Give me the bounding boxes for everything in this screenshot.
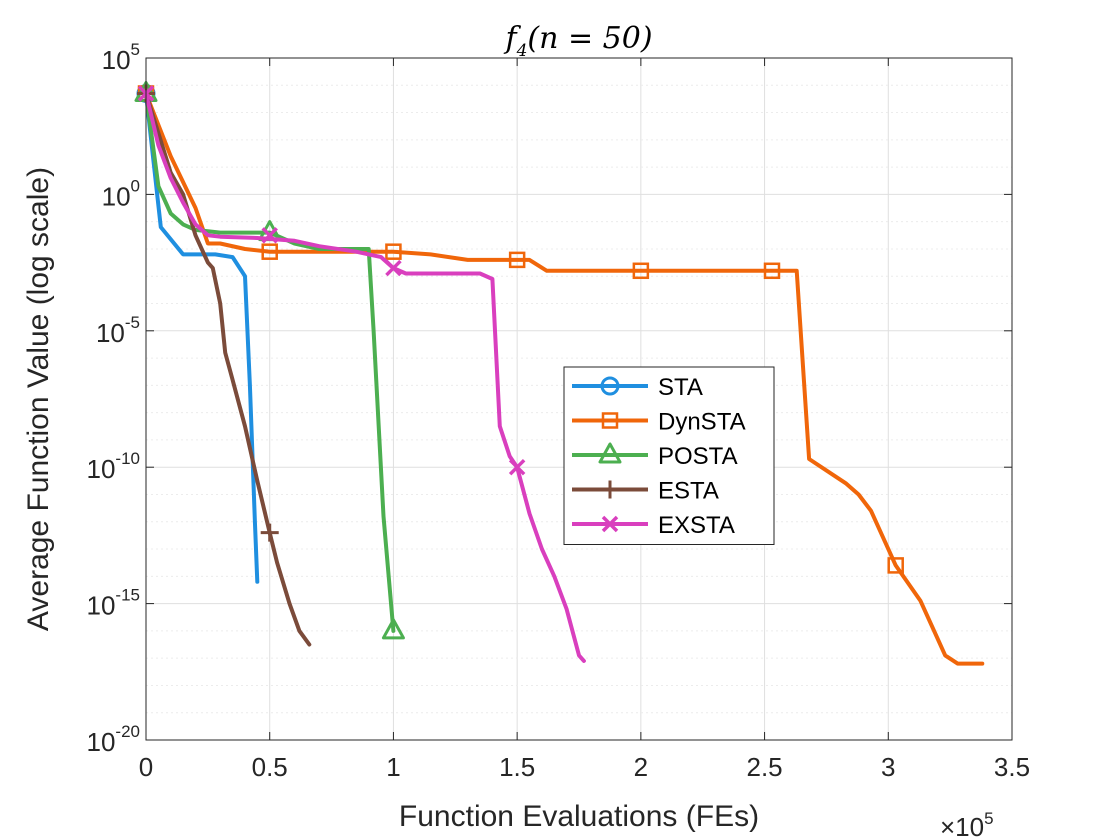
legend: STA DynSTA POSTA ESTA EXSTA: [563, 366, 775, 545]
legend-marker-exsta: [601, 515, 619, 533]
y-tick-base: 10: [96, 318, 125, 348]
data-point-dynsta: [508, 251, 526, 269]
series-line-dynsta: [144, 91, 985, 666]
y-tick-exponent: -5: [125, 313, 140, 332]
series-line-posta: [144, 91, 396, 633]
data-point-esta: [260, 523, 279, 542]
data-point-dynsta: [763, 262, 781, 280]
data-point-dynsta: [887, 557, 904, 574]
plot-border: [145, 57, 1013, 741]
y-tick-exponent: -10: [115, 449, 140, 468]
x-tick-label: 2.5: [746, 752, 782, 782]
legend-label-esta: ESTA: [658, 478, 719, 505]
data-point-exsta: [261, 227, 278, 244]
x-tick-label: 1.5: [499, 752, 535, 782]
y-tick-base: 10: [87, 454, 116, 484]
title-subscript: 4: [516, 41, 528, 61]
series-exsta: [137, 85, 586, 663]
x-tick-label: 1: [386, 752, 400, 782]
y-tick-exponent: -15: [115, 586, 140, 605]
y-tick-base: 10: [102, 181, 131, 211]
x-tick-label: 3: [881, 752, 895, 782]
y-tick-exponent: 0: [131, 176, 140, 195]
data-point-dynsta: [261, 243, 278, 260]
y-tick-base: 10: [87, 727, 116, 757]
y-tick-base: 10: [87, 591, 116, 621]
ticks: 0 0.5 1 1.5 2 2.5 3 3.510510010-510-1010-1510-2…: [87, 40, 1031, 782]
x-multiplier-exponent: 5: [984, 809, 993, 828]
x-tick-label: 0.5: [252, 752, 288, 782]
x-axis-label: Function Evaluations (FEs): [399, 800, 759, 833]
x-tick-label: 2: [634, 752, 648, 782]
y-tick-exponent: -20: [115, 722, 140, 741]
series-line-exsta: [144, 91, 586, 663]
y-tick-label: 10-15: [87, 586, 141, 621]
x-tick-label: 3.5: [994, 752, 1030, 782]
y-tick-label: 100: [102, 176, 140, 211]
title-rest: (n = 50): [527, 21, 652, 56]
series-layer: [134, 80, 985, 666]
data-point-exsta: [385, 259, 402, 277]
legend-marker-sta: [600, 376, 620, 396]
legend-marker-esta: [601, 480, 619, 499]
y-tick-label: 105: [102, 40, 140, 75]
data-point-dynsta: [385, 243, 402, 260]
y-axis-label: Average Function Value (log scale): [22, 167, 55, 631]
y-tick-label: 10-10: [87, 449, 141, 484]
y-tick-label: 10-5: [96, 313, 140, 348]
data-point-posta: [381, 618, 405, 640]
legend-label-posta: POSTA: [658, 443, 738, 470]
legend-label-sta: STA: [658, 374, 703, 401]
legend-label-exsta: EXSTA: [658, 512, 735, 539]
series-line-sta: [144, 91, 260, 584]
legend-marker-dynsta: [601, 412, 619, 429]
x-multiplier-base: ×10: [940, 812, 984, 840]
y-tick-exponent: 5: [131, 40, 140, 59]
legend-label-dynsta: DynSTA: [658, 409, 746, 436]
x-axis-multiplier: ×105: [940, 809, 994, 840]
x-tick-label: 0: [139, 752, 153, 782]
y-tick-base: 10: [102, 45, 131, 75]
data-point-dynsta: [632, 262, 650, 280]
y-tick-label: 10-20: [87, 722, 141, 757]
data-point-exsta: [508, 458, 526, 476]
legend-marker-posta: [598, 442, 622, 464]
